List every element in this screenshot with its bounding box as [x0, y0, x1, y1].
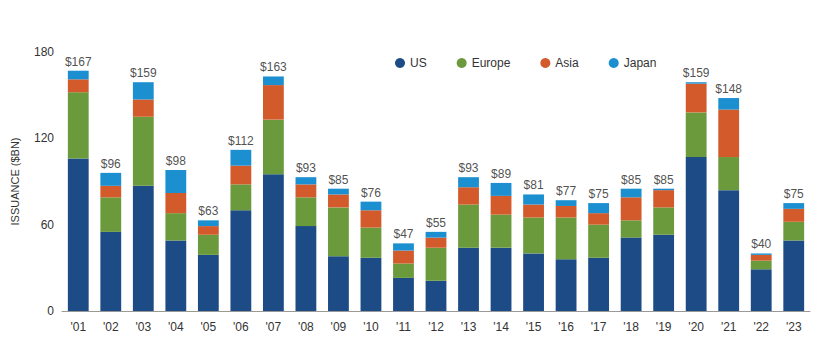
svg-text:$47: $47 — [393, 227, 413, 241]
svg-text:'02: '02 — [103, 320, 119, 334]
svg-text:$93: $93 — [296, 161, 316, 175]
svg-text:$93: $93 — [459, 161, 479, 175]
svg-text:'22: '22 — [753, 320, 769, 334]
svg-text:Japan: Japan — [624, 56, 657, 70]
svg-text:0: 0 — [47, 304, 54, 318]
svg-text:'17: '17 — [591, 320, 607, 334]
svg-text:$148: $148 — [715, 82, 742, 96]
svg-text:'21: '21 — [721, 320, 737, 334]
svg-text:'20: '20 — [688, 320, 704, 334]
svg-text:US: US — [410, 56, 427, 70]
svg-text:'03: '03 — [135, 320, 151, 334]
svg-text:'13: '13 — [461, 320, 477, 334]
svg-text:'16: '16 — [558, 320, 574, 334]
svg-text:$40: $40 — [751, 237, 771, 251]
svg-text:$163: $163 — [260, 60, 287, 74]
svg-text:$63: $63 — [198, 204, 218, 218]
svg-text:$85: $85 — [621, 173, 641, 187]
svg-text:'06: '06 — [233, 320, 249, 334]
svg-text:$89: $89 — [491, 167, 511, 181]
svg-text:$96: $96 — [101, 157, 121, 171]
svg-text:180: 180 — [34, 45, 54, 59]
svg-text:$75: $75 — [784, 187, 804, 201]
svg-text:60: 60 — [41, 218, 55, 232]
svg-text:$112: $112 — [228, 134, 254, 148]
svg-text:$81: $81 — [524, 178, 544, 192]
svg-text:'01: '01 — [70, 320, 86, 334]
svg-text:$98: $98 — [166, 154, 186, 168]
svg-text:'15: '15 — [526, 320, 542, 334]
svg-text:$75: $75 — [589, 187, 609, 201]
svg-text:'23: '23 — [786, 320, 802, 334]
svg-text:$77: $77 — [556, 184, 576, 198]
svg-text:'10: '10 — [363, 320, 379, 334]
svg-text:$159: $159 — [130, 66, 157, 80]
svg-text:$167: $167 — [65, 55, 92, 69]
svg-text:120: 120 — [34, 131, 54, 145]
svg-text:'09: '09 — [331, 320, 347, 334]
svg-text:'18: '18 — [623, 320, 639, 334]
svg-text:Asia: Asia — [555, 56, 579, 70]
svg-text:Europe: Europe — [472, 56, 511, 70]
svg-text:'19: '19 — [656, 320, 672, 334]
svg-text:'11: '11 — [396, 320, 411, 334]
svg-text:'04: '04 — [168, 320, 184, 334]
svg-text:'08: '08 — [298, 320, 314, 334]
svg-text:$159: $159 — [683, 66, 710, 80]
svg-text:'14: '14 — [493, 320, 509, 334]
svg-text:$76: $76 — [361, 186, 381, 200]
svg-text:'07: '07 — [266, 320, 282, 334]
svg-text:'05: '05 — [201, 320, 217, 334]
svg-text:'12: '12 — [428, 320, 444, 334]
svg-text:$85: $85 — [654, 173, 674, 187]
svg-text:$85: $85 — [328, 173, 348, 187]
svg-text:$55: $55 — [426, 216, 446, 230]
svg-text:ISSUANCE ($BN): ISSUANCE ($BN) — [9, 137, 21, 225]
